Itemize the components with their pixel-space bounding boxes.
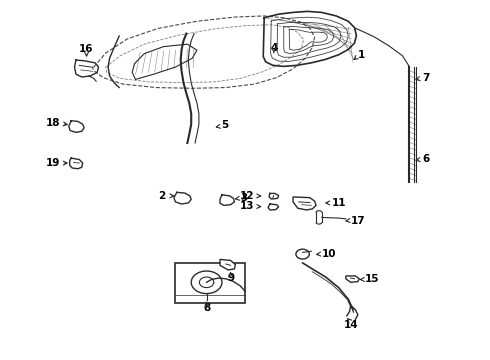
Text: 2: 2 — [159, 191, 166, 201]
Text: 12: 12 — [240, 191, 255, 201]
Text: 10: 10 — [322, 249, 336, 259]
Circle shape — [191, 271, 222, 294]
Text: 9: 9 — [227, 273, 234, 283]
Text: 16: 16 — [79, 45, 94, 54]
Text: 8: 8 — [203, 303, 210, 313]
Text: 19: 19 — [46, 158, 60, 168]
Polygon shape — [346, 276, 359, 282]
Bar — [175, 263, 245, 303]
Circle shape — [199, 277, 214, 288]
Polygon shape — [293, 197, 316, 210]
Text: 15: 15 — [365, 274, 380, 284]
Text: 18: 18 — [46, 118, 60, 128]
Text: 17: 17 — [351, 216, 365, 226]
Text: 6: 6 — [423, 154, 430, 164]
Circle shape — [296, 249, 309, 259]
Text: 14: 14 — [343, 320, 358, 330]
Text: 7: 7 — [423, 73, 430, 83]
Text: 13: 13 — [240, 202, 255, 211]
Text: 3: 3 — [240, 193, 247, 203]
Text: 4: 4 — [270, 43, 277, 53]
Text: 1: 1 — [358, 50, 365, 60]
Polygon shape — [220, 259, 235, 270]
Text: 11: 11 — [331, 198, 346, 208]
Text: 5: 5 — [221, 120, 228, 130]
